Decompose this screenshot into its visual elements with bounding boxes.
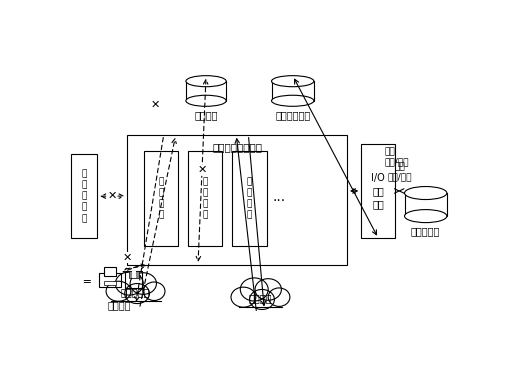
Text: 受
控
进
程: 受 控 进 程 (158, 177, 163, 220)
Ellipse shape (186, 95, 226, 106)
Bar (405, 193, 447, 216)
Ellipse shape (144, 282, 165, 301)
Text: ✕: ✕ (123, 253, 132, 263)
Text: 虚拟隔离运行环境: 虚拟隔离运行环境 (212, 142, 262, 152)
Text: I/O
代理
进程: I/O 代理 进程 (371, 173, 385, 209)
Bar (132, 271, 136, 278)
Bar (104, 281, 116, 285)
Text: 受
控
进
程: 受 控 进 程 (202, 177, 207, 220)
Bar (128, 271, 139, 278)
Bar (232, 151, 267, 246)
Bar (405, 193, 447, 216)
Text: 非
可
信
进
程: 非 可 信 进 程 (82, 169, 87, 223)
Ellipse shape (271, 95, 314, 106)
Ellipse shape (186, 76, 226, 87)
Ellipse shape (268, 288, 290, 306)
Ellipse shape (405, 187, 447, 200)
Ellipse shape (115, 272, 144, 295)
Bar (104, 267, 116, 276)
Ellipse shape (130, 273, 157, 294)
Text: 可信网络: 可信网络 (249, 293, 272, 303)
Text: 透明
加密/解密: 透明 加密/解密 (384, 147, 409, 167)
Bar (186, 81, 226, 101)
Text: ...: ... (272, 190, 285, 204)
Ellipse shape (106, 281, 131, 301)
Bar (361, 144, 395, 238)
Ellipse shape (250, 290, 275, 310)
Bar (125, 271, 142, 288)
Text: 受
控
进
程: 受 控 进 程 (246, 177, 252, 220)
Ellipse shape (405, 210, 447, 223)
Text: ═: ═ (83, 276, 90, 286)
Bar (99, 273, 121, 287)
Text: ✕: ✕ (197, 165, 207, 175)
Ellipse shape (255, 279, 281, 300)
Text: 非可信网络: 非可信网络 (121, 287, 150, 297)
Text: 透明
加密/解密: 透明 加密/解密 (388, 162, 412, 182)
Text: 安全保密盘: 安全保密盘 (411, 227, 440, 237)
Text: ✕: ✕ (108, 191, 117, 201)
Ellipse shape (231, 287, 256, 307)
Bar (271, 81, 314, 101)
Text: 本地存储: 本地存储 (194, 110, 218, 120)
Bar (95, 293, 176, 309)
Ellipse shape (240, 278, 268, 301)
Text: 外部设备: 外部设备 (108, 300, 131, 310)
Bar (186, 81, 226, 101)
Text: ✕: ✕ (151, 100, 160, 110)
Text: 临时安全缓存: 临时安全缓存 (275, 110, 310, 120)
Ellipse shape (271, 76, 314, 87)
Bar (188, 151, 222, 246)
Bar (127, 135, 347, 265)
Bar (144, 151, 178, 246)
Ellipse shape (125, 283, 149, 304)
Bar (226, 300, 295, 315)
Bar (71, 154, 97, 238)
Bar (271, 81, 314, 101)
